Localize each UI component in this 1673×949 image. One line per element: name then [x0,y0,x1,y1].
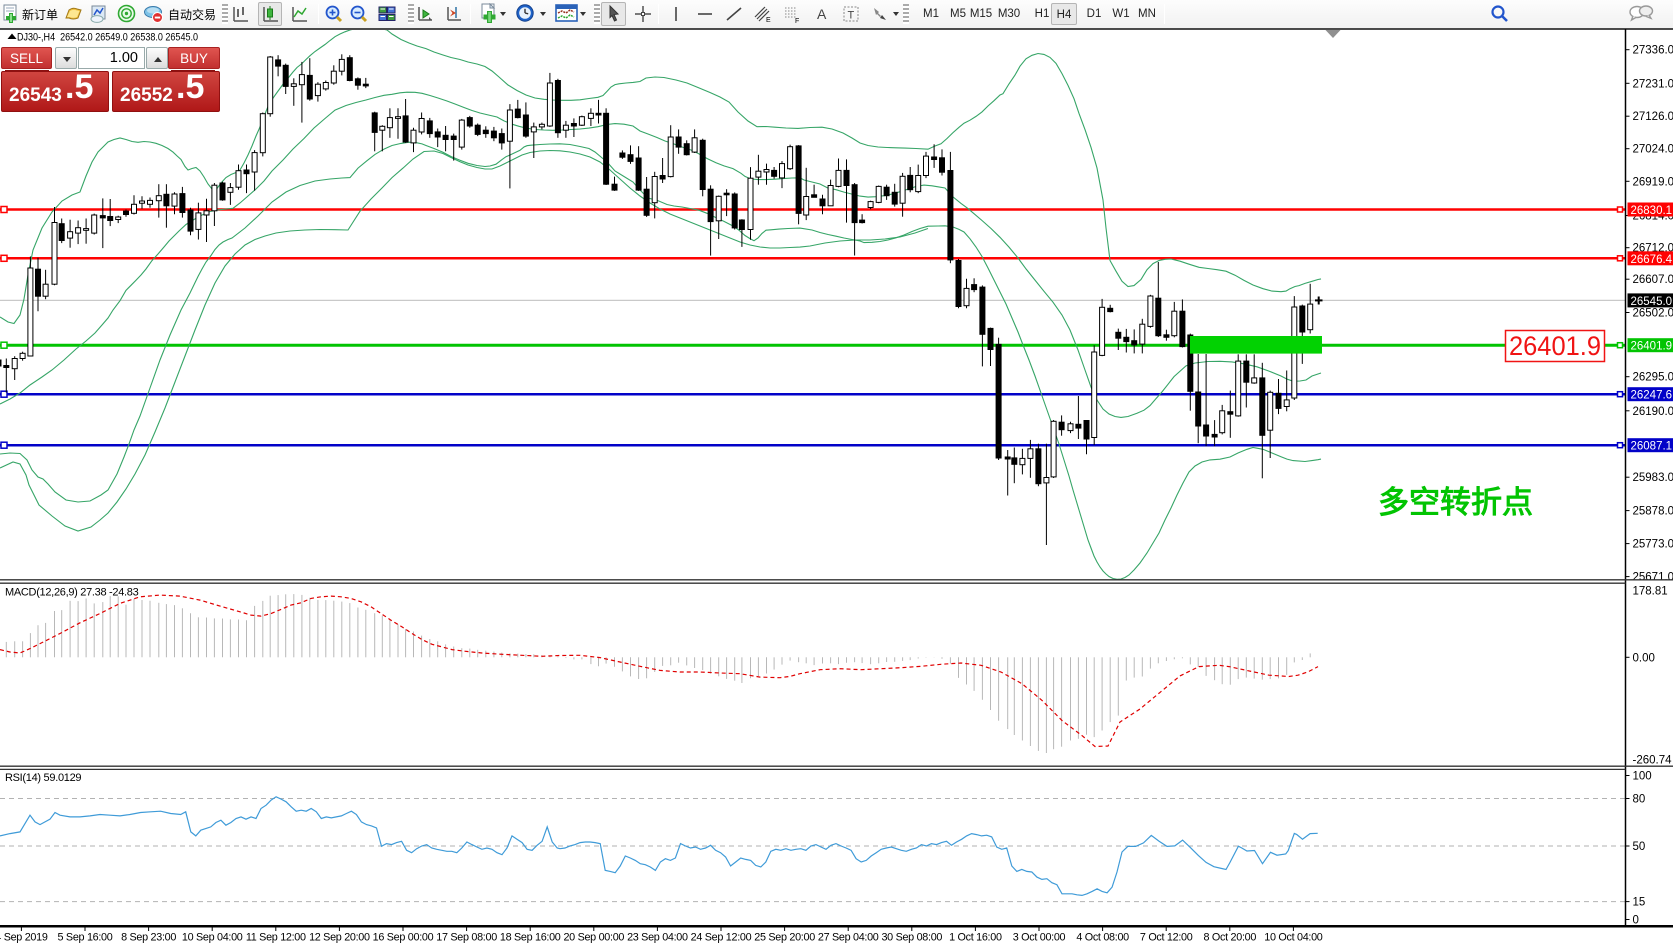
svg-text:27 Sep 04:00: 27 Sep 04:00 [818,932,879,944]
svg-text:25878.0: 25878.0 [1633,506,1673,518]
svg-text:25983.0: 25983.0 [1633,472,1673,484]
svg-text:DJ30-,H4 26542.0 26549.0 2653: DJ30-,H4 26542.0 26549.0 26538.0 26545.0 [17,32,198,44]
svg-text:26676.4: 26676.4 [1631,254,1673,266]
svg-text:17 Sep 08:00: 17 Sep 08:00 [436,932,497,944]
svg-text:26607.0: 26607.0 [1633,274,1673,286]
svg-text:24 Sep 12:00: 24 Sep 12:00 [691,932,752,944]
svg-text:5 Sep 16:00: 5 Sep 16:00 [58,932,113,944]
svg-text:25671.0: 25671.0 [1633,572,1673,584]
svg-text:25 Sep 20:00: 25 Sep 20:00 [754,932,815,944]
svg-text:F: F [795,18,799,24]
svg-text:100: 100 [1633,771,1652,783]
svg-text:178.81: 178.81 [1633,586,1668,598]
svg-text:MACD(12,26,9) 27.38 -24.83: MACD(12,26,9) 27.38 -24.83 [5,587,139,599]
svg-text:26401.9: 26401.9 [1509,331,1601,361]
svg-text:4 Oct 08:00: 4 Oct 08:00 [1076,932,1129,944]
svg-text:26190.0: 26190.0 [1633,406,1673,418]
svg-text:26295.0: 26295.0 [1633,372,1673,384]
svg-text:E: E [766,17,771,24]
svg-text:27336.0: 27336.0 [1633,45,1673,57]
svg-text:T: T [848,10,855,22]
svg-text:26502.0: 26502.0 [1633,308,1673,320]
svg-text:11 Sep 12:00: 11 Sep 12:00 [246,932,306,944]
svg-text:26401.9: 26401.9 [1631,341,1673,353]
svg-text:1 Oct 16:00: 1 Oct 16:00 [949,932,1002,944]
svg-text:80: 80 [1633,794,1646,806]
svg-text:27126.0: 27126.0 [1633,111,1673,123]
svg-text:8 Oct 20:00: 8 Oct 20:00 [1204,932,1257,944]
svg-text:10 Sep 04:00: 10 Sep 04:00 [182,932,243,944]
svg-text:18 Sep 16:00: 18 Sep 16:00 [500,932,561,944]
svg-text:-260.74: -260.74 [1633,755,1673,767]
svg-text:4 Sep 2019: 4 Sep 2019 [0,932,48,944]
svg-text:12 Sep 20:00: 12 Sep 20:00 [309,932,370,944]
svg-text:8 Sep 23:00: 8 Sep 23:00 [121,932,176,944]
svg-text:26087.1: 26087.1 [1631,441,1673,453]
svg-text:26545.0: 26545.0 [1631,296,1673,308]
svg-text:0.00: 0.00 [1633,652,1655,664]
svg-text:26919.0: 26919.0 [1633,176,1673,188]
svg-text:A: A [817,6,827,22]
svg-text:10 Oct 04:00: 10 Oct 04:00 [1264,932,1323,944]
svg-text:多空转折点: 多空转折点 [1378,485,1533,520]
svg-text:20 Sep 00:00: 20 Sep 00:00 [563,932,624,944]
svg-text:15: 15 [1633,897,1646,909]
svg-text:50: 50 [1633,841,1646,853]
svg-text:27024.0: 27024.0 [1633,144,1673,156]
svg-text:23 Sep 04:00: 23 Sep 04:00 [627,932,688,944]
svg-text:7 Oct 12:00: 7 Oct 12:00 [1140,932,1193,944]
svg-text:RSI(14) 59.0129: RSI(14) 59.0129 [5,772,81,784]
svg-text:30 Sep 08:00: 30 Sep 08:00 [881,932,942,944]
svg-text:27231.0: 27231.0 [1633,78,1673,90]
svg-text:26830.1: 26830.1 [1631,205,1673,217]
svg-text:0: 0 [1633,915,1639,927]
svg-text:26247.6: 26247.6 [1631,390,1673,402]
svg-text:16 Sep 00:00: 16 Sep 00:00 [373,932,434,944]
svg-text:25773.0: 25773.0 [1633,539,1673,551]
svg-text:3 Oct 00:00: 3 Oct 00:00 [1013,932,1066,944]
